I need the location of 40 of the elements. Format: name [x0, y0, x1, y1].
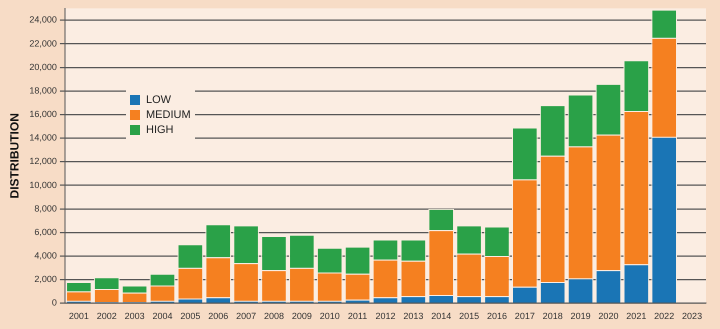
x-tick-label: 2013 — [403, 311, 424, 322]
x-tick-label: 2014 — [431, 311, 452, 322]
y-tick-label: 10,000 — [29, 180, 57, 190]
y-tick-label: 8,000 — [34, 203, 57, 214]
x-tick-label: 2019 — [570, 311, 591, 322]
x-tick-label: 2005 — [180, 311, 200, 322]
y-tick-label: 20,000 — [29, 62, 57, 72]
y-tick-label: 4,000 — [34, 250, 57, 261]
y-tick-label: 14,000 — [29, 132, 57, 143]
x-tick-label: 2009 — [292, 311, 312, 322]
x-tick-label: 2003 — [124, 311, 145, 322]
x-tick-label: 2012 — [375, 311, 396, 322]
x-tick-label: 2010 — [320, 311, 340, 322]
y-tick-label: 2,000 — [34, 274, 57, 284]
y-tick-label: 16,000 — [29, 109, 57, 120]
x-tick-label: 2015 — [459, 311, 480, 322]
x-tick-label: 2018 — [542, 311, 563, 322]
y-tick-label: 12,000 — [29, 156, 57, 166]
x-tick-label: 2004 — [152, 311, 172, 322]
y-axis-title: DISTRIBUTION — [8, 113, 22, 198]
x-tick-label: 2006 — [208, 311, 228, 322]
x-tick-label: 2002 — [96, 311, 117, 322]
x-tick-label: 2007 — [236, 311, 256, 322]
y-tick-label: 18,000 — [29, 85, 57, 96]
x-tick-label: 2020 — [598, 311, 618, 322]
legend-label: HIGH — [146, 124, 174, 136]
y-tick-label: 6,000 — [34, 226, 57, 237]
legend-label: LOW — [146, 94, 172, 106]
x-tick-label: 2016 — [486, 311, 507, 322]
x-tick-label: 2021 — [626, 311, 646, 322]
x-tick-label: 2022 — [654, 311, 674, 322]
x-tick-label: 2017 — [514, 311, 535, 322]
x-tick-label: 2023 — [682, 311, 702, 322]
x-tick-label: 2001 — [68, 311, 89, 322]
x-tick-label: 2008 — [264, 311, 284, 322]
legend-label: MEDIUM — [146, 108, 191, 120]
y-tick-label: 24,000 — [29, 14, 57, 25]
x-tick-label: 2011 — [348, 311, 368, 322]
y-tick-label: 22,000 — [29, 38, 57, 48]
y-tick-label: 0 — [52, 298, 57, 308]
